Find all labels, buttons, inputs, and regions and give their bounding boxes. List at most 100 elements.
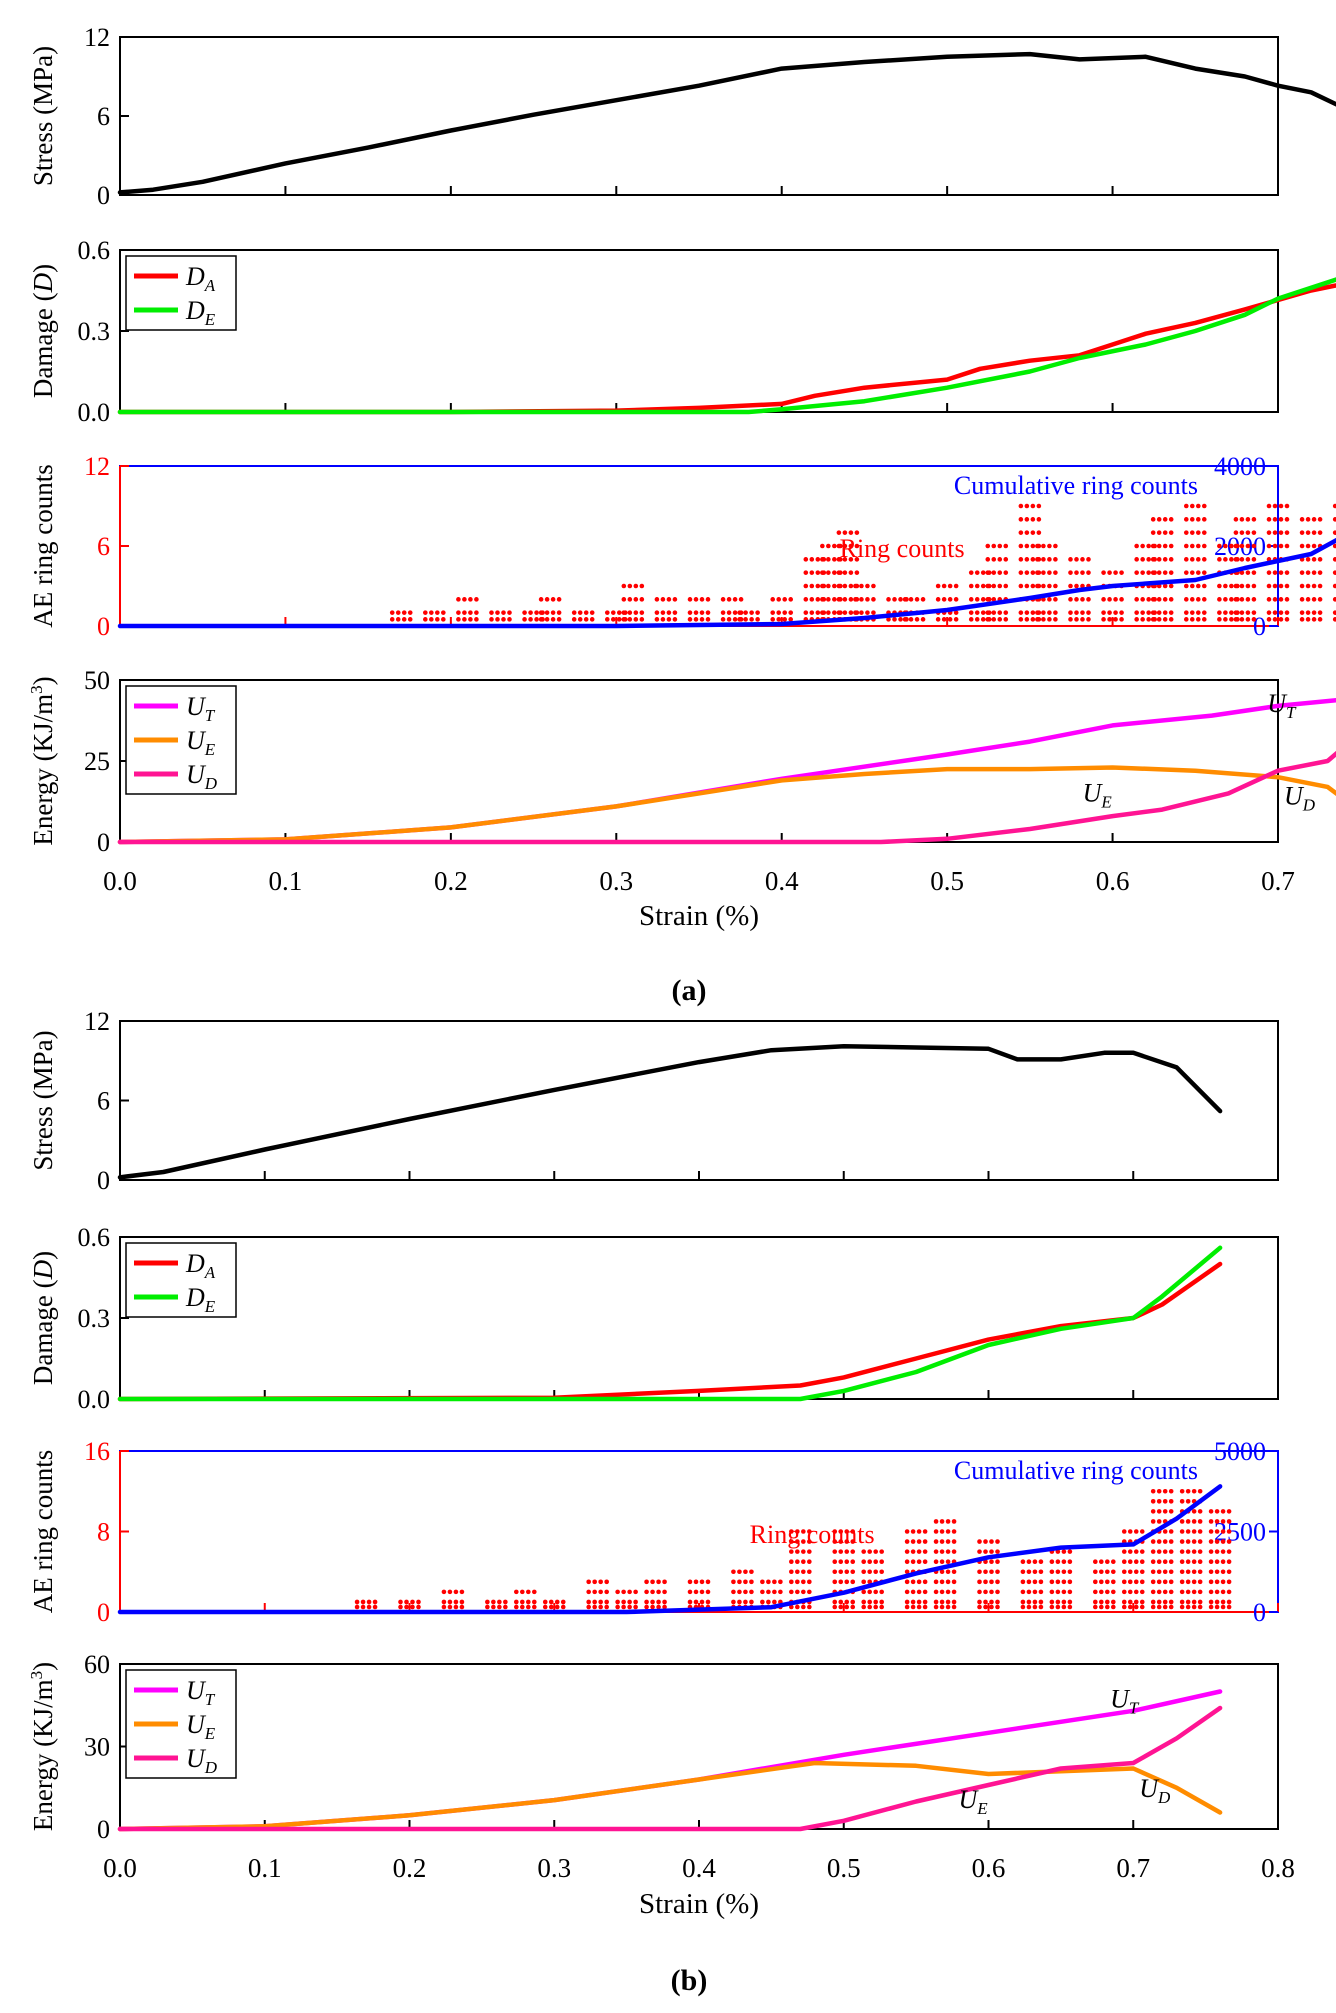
ring-count-point <box>616 610 622 615</box>
ring-count-point <box>1226 1579 1232 1585</box>
ring-count-point <box>951 1549 957 1554</box>
ring-count-point <box>639 617 645 622</box>
curve-label-sub: E <box>1100 792 1112 811</box>
ring-count-point <box>1189 517 1195 522</box>
ring-count-point <box>939 1604 945 1610</box>
ring-count-point <box>532 1604 537 1610</box>
ring-count-point <box>1111 1589 1116 1595</box>
ring-count-point <box>867 1599 872 1605</box>
ring-count-point <box>1026 1599 1032 1605</box>
ring-count-point <box>842 570 848 575</box>
ring-count-point <box>720 597 726 602</box>
ring-count-point <box>850 1529 856 1534</box>
ring-count-point <box>1032 1579 1038 1585</box>
ring-count-point <box>850 1549 856 1554</box>
x-tick-label: 0.6 <box>972 1853 1006 1883</box>
legend-box <box>125 1242 237 1318</box>
series-line-DE <box>117 277 1336 415</box>
ring-count-point <box>977 1549 982 1554</box>
ring-count-point <box>1233 543 1239 549</box>
ring-count-point <box>1038 1559 1044 1564</box>
ring-count-point <box>1053 597 1058 602</box>
ring-count-point <box>1105 1589 1110 1595</box>
ring-count-point <box>1067 1579 1073 1585</box>
panel-caption: (b) <box>671 1964 708 1997</box>
curve-label-sub: T <box>1129 1699 1140 1718</box>
ring-count-point <box>662 1599 667 1605</box>
ring-count-point <box>997 557 1003 562</box>
legend-label-UE: UE <box>186 726 216 759</box>
curve-label-UT: UT <box>1267 689 1297 722</box>
ring-count-point <box>838 1569 844 1575</box>
ring-count-point <box>1121 1604 1127 1610</box>
ring-count-point <box>395 610 401 615</box>
ring-count-point <box>639 583 645 589</box>
y-tick-label: 6 <box>97 1087 110 1116</box>
ring-count-point <box>1074 570 1079 575</box>
ring-count-point <box>1026 1569 1032 1575</box>
ring-count-point <box>474 597 479 602</box>
ring-count-point <box>838 1529 844 1534</box>
ring-count-point <box>639 597 645 602</box>
ring-count-point <box>801 1529 806 1534</box>
ring-count-point <box>1099 1579 1104 1585</box>
ring-count-point <box>1201 597 1207 602</box>
ring-count-point <box>1121 1529 1127 1534</box>
ring-count-point <box>544 597 550 602</box>
ring-count-point <box>1229 557 1234 562</box>
ring-count-point <box>947 617 953 622</box>
ring-count-point <box>770 617 776 622</box>
ring-count-point <box>1146 543 1151 549</box>
ring-count-point <box>991 570 997 575</box>
x-tick-label: 0.3 <box>599 866 633 896</box>
ring-count-point <box>1099 1569 1104 1575</box>
ring-count-point <box>770 597 776 602</box>
ring-count-point <box>910 1549 916 1554</box>
ring-count-point <box>705 610 711 615</box>
ring-count-point <box>1140 597 1145 602</box>
ring-count-point <box>1061 1569 1067 1575</box>
panel-caption: (a) <box>672 974 707 1007</box>
curve-label-sub: D <box>1157 1788 1171 1807</box>
ring-count-point <box>788 610 794 615</box>
ring-count-point <box>389 617 395 622</box>
ring-count-point <box>1162 597 1168 602</box>
ring-count-point <box>789 1569 794 1575</box>
legend-sub: E <box>204 1724 216 1743</box>
ring-count-point <box>977 1599 982 1605</box>
curve-label-base: U <box>1139 1774 1160 1803</box>
ring-count-point <box>447 1604 453 1610</box>
ring-count-point <box>1197 1488 1203 1494</box>
ring-count-point <box>1099 1559 1104 1564</box>
ring-count-point <box>1214 1569 1220 1575</box>
ring-count-point <box>826 583 831 589</box>
ring-count-point <box>372 1599 378 1605</box>
ring-count-point <box>1245 597 1251 602</box>
ring-count-point <box>867 1549 872 1554</box>
ring-count-point <box>749 617 754 622</box>
ring-count-point <box>1185 1499 1191 1504</box>
x-tick-label: 0.7 <box>1116 1853 1150 1883</box>
ring-count-point <box>991 597 997 602</box>
ring-count-point <box>850 1604 856 1610</box>
y-axis-label: Energy (KJ/m3) <box>27 676 58 845</box>
ring-count-point <box>633 583 639 589</box>
ring-count-point <box>1032 1599 1038 1605</box>
ring-count-point <box>914 617 920 622</box>
ring-count-point <box>1150 1569 1156 1575</box>
ring-count-point <box>644 1579 649 1585</box>
ring-count-point <box>401 610 407 615</box>
ring-count-point <box>1168 1529 1174 1534</box>
ring-count-point <box>459 1589 465 1595</box>
x-tick-label: 0.8 <box>1261 1853 1295 1883</box>
ring-count-point <box>951 1529 957 1534</box>
y-tick-label: 30 <box>84 1733 110 1762</box>
ring-count-point <box>832 1539 838 1544</box>
ring-count-point <box>1024 530 1030 535</box>
ring-count-point <box>1086 597 1091 602</box>
ring-count-point <box>836 583 842 589</box>
ring-count-point <box>910 1579 916 1585</box>
ring-count-point <box>815 570 821 575</box>
ring-count-point <box>660 597 666 602</box>
ring-count-point <box>1195 557 1201 562</box>
